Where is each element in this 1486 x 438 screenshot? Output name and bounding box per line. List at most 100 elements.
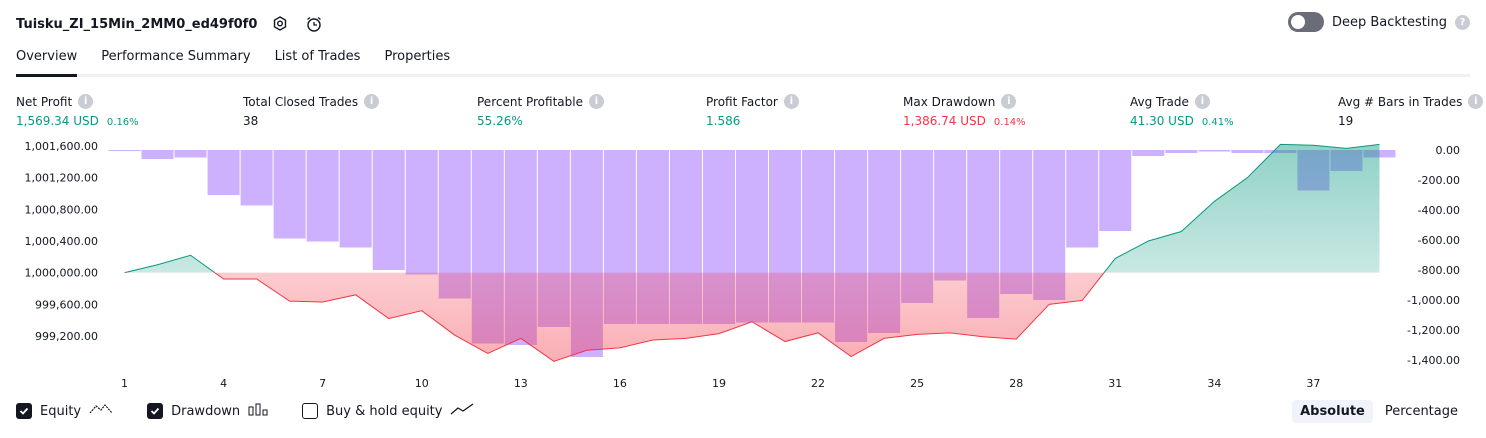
legend-equity[interactable]: Equity <box>16 402 113 420</box>
x-tick-label: 25 <box>910 377 924 390</box>
right-tick-label: -1,000.00 <box>1407 294 1460 307</box>
metric-label: Total Closed Trades <box>243 94 359 109</box>
info-icon[interactable]: i <box>1001 94 1017 109</box>
tab-performance-summary[interactable]: Performance Summary <box>101 49 251 64</box>
metric-label-wrap: Net Profit i <box>16 94 139 109</box>
left-tick-label: 1,000,800.00 <box>25 203 98 216</box>
drawdown-bar <box>141 150 174 159</box>
info-icon[interactable]: i <box>783 94 799 109</box>
metric-value-wrap: 1,386.74 USD 0.14% <box>903 114 1026 128</box>
right-tick-label: -400.00 <box>1418 204 1460 217</box>
equity-line <box>124 143 1380 362</box>
info-icon[interactable]: i <box>1194 94 1210 109</box>
gear-icon[interactable] <box>269 13 291 35</box>
equity-line-above <box>124 143 1380 273</box>
tab-properties[interactable]: Properties <box>384 49 451 64</box>
info-icon[interactable]: i <box>364 94 380 109</box>
deep-backtesting-label: Deep Backtesting <box>1331 14 1447 30</box>
drawdown-bar <box>372 150 405 270</box>
equity-chart: 1,001,600.00 1,001,200.00 1,000,800.00 1,00… <box>25 140 1461 390</box>
percentage-button[interactable]: Percentage <box>1384 404 1458 419</box>
left-tick-label: 1,001,600.00 <box>25 140 98 153</box>
info-icon[interactable]: i <box>588 94 604 109</box>
equity-profit-area <box>124 144 1380 273</box>
x-tick-label: 19 <box>712 377 726 390</box>
equity-area <box>124 144 1380 362</box>
metric-label-wrap: Profit Factor i <box>706 94 799 109</box>
legend-buyhold-label: Buy & hold equity <box>326 403 443 419</box>
metric-3: Profit Factor i 1.586 <box>706 94 799 128</box>
legend-equity-label: Equity <box>40 403 82 419</box>
metric-label-wrap: Percent Profitable i <box>477 94 604 109</box>
metric-0: Net Profit i 1,569.34 USD 0.16% <box>16 94 139 128</box>
x-tick-label: 31 <box>1108 377 1122 390</box>
metric-value-wrap: 1.586 <box>706 114 799 128</box>
drawdown-checkbox[interactable] <box>147 403 164 419</box>
metric-value: 38 <box>243 114 259 128</box>
metric-4: Max Drawdown i 1,386.74 USD 0.14% <box>903 94 1026 128</box>
strategy-title: Tuisku_ZI_15Min_2MM0_ed49f0f0 <box>16 16 258 32</box>
drawdown-bar <box>207 150 240 195</box>
metric-value: 19 <box>1338 114 1354 128</box>
drawdown-bar <box>405 150 438 275</box>
drawdown-bar <box>240 150 273 206</box>
deep-backtesting-toggle[interactable] <box>1287 12 1324 32</box>
equity-checkbox[interactable] <box>16 403 32 419</box>
help-icon[interactable]: ? <box>1455 14 1470 30</box>
legend-drawdown[interactable]: Drawdown <box>147 402 268 420</box>
drawdown-bar <box>174 150 207 158</box>
x-tick-label: 1 <box>121 377 128 390</box>
legend-drawdown-label: Drawdown <box>171 403 241 419</box>
drawdown-bar <box>1165 150 1198 153</box>
drawdown-bar <box>1231 150 1264 153</box>
metric-percent: 0.14% <box>993 117 1026 128</box>
buyhold-line-icon <box>450 402 474 420</box>
value-mode-switch: Absolute Percentage <box>1292 400 1466 423</box>
drawdown-bar <box>1066 150 1099 248</box>
metric-label-wrap: Avg Trade i <box>1130 94 1234 109</box>
drawdown-bar <box>306 150 339 242</box>
x-tick-label: 10 <box>415 377 429 390</box>
metric-label: Net Profit <box>16 94 73 109</box>
info-icon[interactable]: i <box>1468 94 1484 109</box>
left-tick-label: 1,000,000.00 <box>25 267 98 280</box>
x-tick-label: 4 <box>220 377 227 390</box>
x-tick-label: 34 <box>1207 377 1221 390</box>
right-tick-label: -600.00 <box>1418 234 1460 247</box>
drawdown-bar <box>1198 150 1231 152</box>
metric-2: Percent Profitable i 55.26% <box>477 94 604 128</box>
absolute-button[interactable]: Absolute <box>1292 400 1373 423</box>
info-icon[interactable]: i <box>78 94 94 109</box>
x-tick-label: 7 <box>319 377 326 390</box>
metric-value: 1.586 <box>706 114 741 128</box>
drawdown-bar <box>1132 150 1165 156</box>
right-tick-label: -1,200.00 <box>1407 324 1460 337</box>
metric-5: Avg Trade i 41.30 USD 0.41% <box>1130 94 1234 128</box>
x-tick-label: 13 <box>514 377 528 390</box>
right-tick-label: -800.00 <box>1418 264 1460 277</box>
alarm-add-icon[interactable] <box>303 13 325 35</box>
chart-legend: Equity Drawdown Buy & hold equity <box>16 402 508 420</box>
drawdown-bar <box>273 150 306 239</box>
toggle-knob <box>1290 15 1305 29</box>
equity-line-below <box>124 272 1105 362</box>
metric-label: Avg Trade <box>1130 94 1189 109</box>
left-tick-label: 1,000,400.00 <box>25 235 98 248</box>
legend-buyhold[interactable]: Buy & hold equity <box>302 402 474 420</box>
tab-list-of-trades[interactable]: List of Trades <box>274 49 361 64</box>
metric-label: Max Drawdown <box>903 94 996 109</box>
metric-label-wrap: Max Drawdown i <box>903 94 1026 109</box>
deep-backtesting: Deep Backtesting ? <box>1287 12 1470 32</box>
drawdown-bar <box>339 150 372 248</box>
drawdown-bar <box>1000 150 1033 294</box>
metric-label-wrap: Avg # Bars in Trades i <box>1338 94 1484 109</box>
buyhold-checkbox[interactable] <box>302 403 319 419</box>
left-tick-label: 1,001,200.00 <box>25 172 98 185</box>
left-axis: 1,001,600.00 1,001,200.00 1,000,800.00 1,00… <box>25 140 98 343</box>
metric-label-wrap: Total Closed Trades i <box>243 94 380 109</box>
x-tick-label: 16 <box>613 377 627 390</box>
metric-value-wrap: 1,569.34 USD 0.16% <box>16 114 139 128</box>
left-tick-label: 999,600.00 <box>35 298 98 311</box>
tab-overview[interactable]: Overview <box>16 44 78 77</box>
right-tick-label: 0.00 <box>1436 144 1461 157</box>
